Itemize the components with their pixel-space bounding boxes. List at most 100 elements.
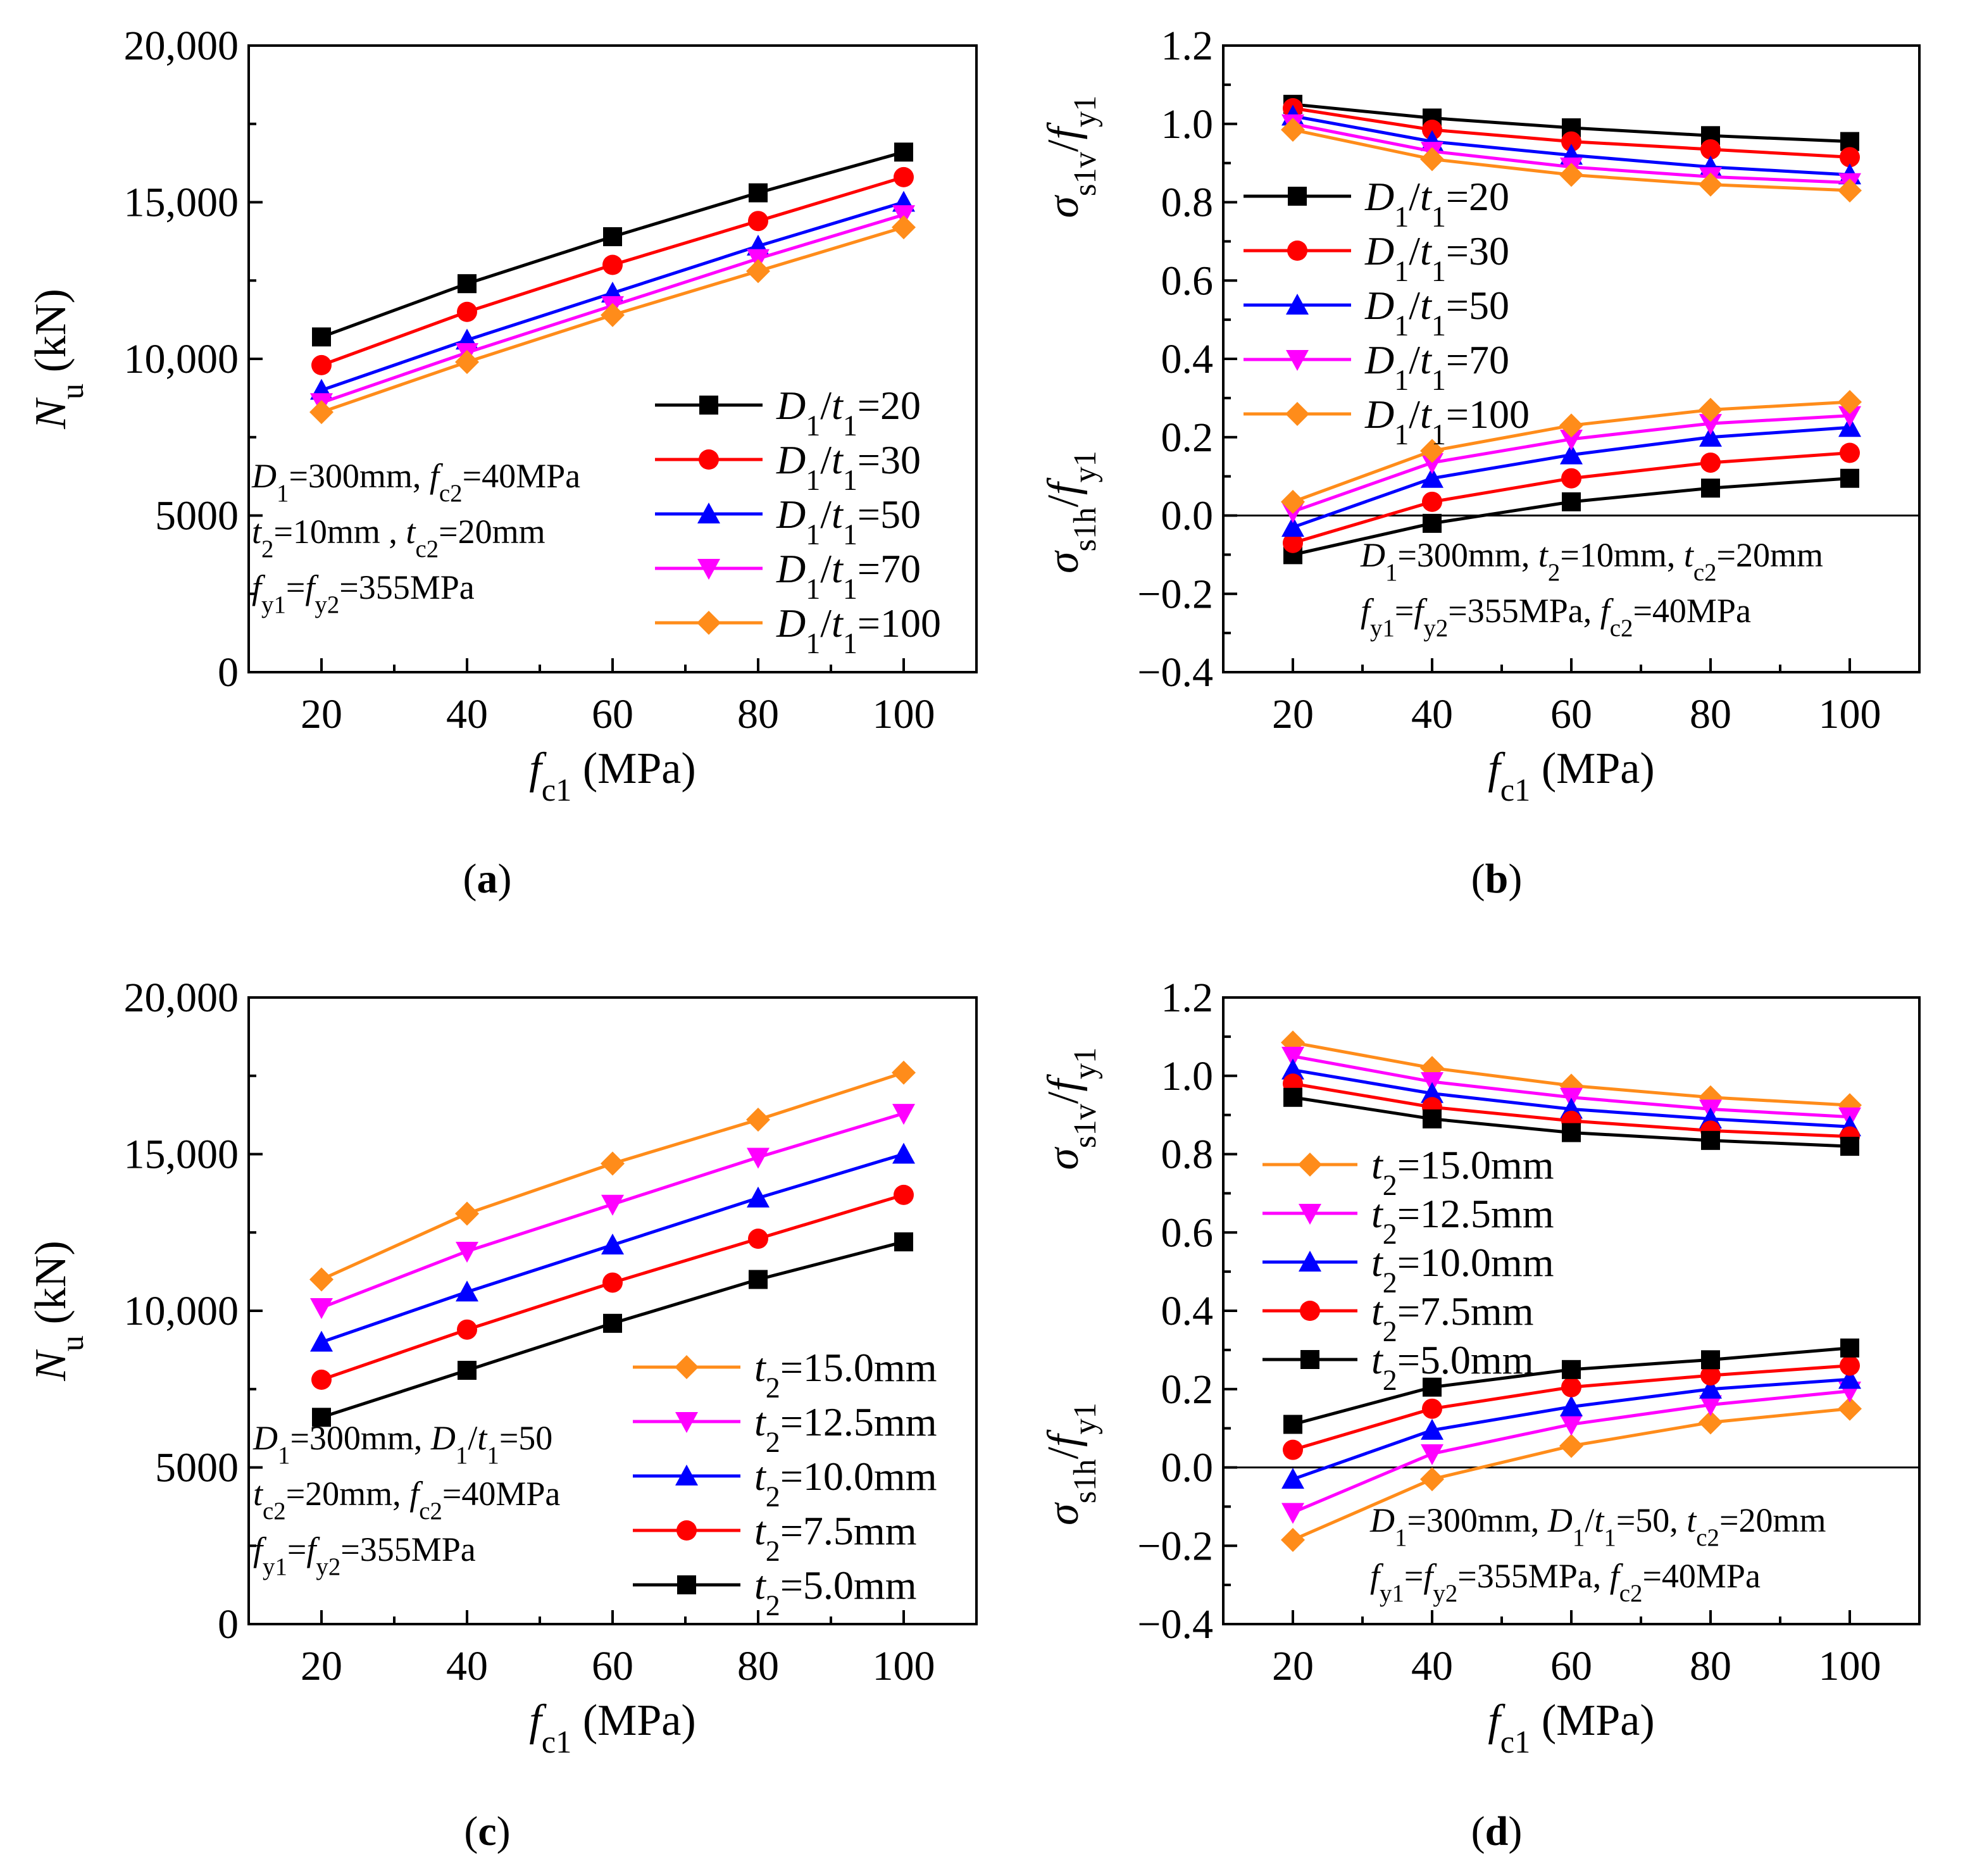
data-point [601,303,625,327]
data-point [312,327,331,347]
y-tick-label: −0.4 [1137,1601,1213,1648]
data-point [309,1267,334,1292]
series-0 [312,142,913,347]
data-point [1560,1415,1583,1436]
y-tick-label: 15,000 [124,180,239,226]
x-tick-label: 60 [1550,1643,1592,1689]
legend-marker [675,1355,699,1379]
data-point [310,1298,333,1320]
x-axis-label: fc1 (MPa) [1488,744,1654,808]
data-point [1840,468,1859,488]
data-point [892,1104,915,1125]
legend-marker [697,611,721,635]
x-tick-label: 80 [1690,691,1731,737]
data-point [1700,1365,1721,1386]
panel-label: (a) [463,856,512,902]
annotation-text: fy1=fy2=355MPa [252,568,475,618]
y-tick-label: 0.2 [1161,415,1214,461]
legend-marker [1299,1204,1321,1225]
series-1 [1283,98,1860,553]
series-2 [310,191,915,400]
panel-label: (d) [1471,1808,1523,1854]
series-1 [310,1104,915,1320]
y-tick-label: 5000 [155,1445,239,1491]
legend-label: D1/t1=30 [776,437,921,496]
data-point [747,1186,770,1208]
y-tick-label: 0.6 [1161,258,1214,304]
data-point [1560,443,1583,465]
y-tick-label: 20,000 [124,23,239,69]
data-point [310,1330,333,1352]
data-point [1560,429,1583,451]
data-point [1699,397,1723,422]
legend-marker [1300,1350,1319,1369]
data-point [746,1108,770,1132]
data-point [601,1234,624,1255]
y-tick-label: 0.2 [1161,1366,1214,1413]
y-tick-label: 0.6 [1161,1210,1214,1256]
series-2 [310,1142,915,1352]
y-tick-label: −0.2 [1137,1523,1213,1569]
x-tick-label: 20 [1272,1643,1314,1689]
y-tick-label: 0 [218,649,239,696]
y-tick-label: 0.4 [1161,1288,1214,1334]
x-tick-label: 60 [592,691,633,737]
legend-label: t2=7.5mm [754,1508,916,1567]
x-tick-label: 60 [1550,691,1592,737]
x-tick-label: 80 [1690,1643,1731,1689]
data-point [894,1184,914,1205]
data-point [1838,1396,1862,1421]
chart-panel-c: 20 40 60 80 100 0 5000 10,000 15,000 20,000 fc1 (M… [27,975,978,1854]
y-axis-label-lower: σs1h/fy1 [1039,1403,1102,1525]
legend-marker [676,1520,697,1541]
data-point [894,1232,913,1252]
data-point [603,227,622,246]
data-point [1559,163,1583,187]
data-point [749,1270,768,1289]
legend-marker [677,1575,696,1594]
y-tick-label: 0.4 [1161,336,1214,382]
data-point [1421,453,1443,474]
legend-marker [1288,187,1307,206]
data-point [749,183,768,203]
y-tick-label: 10,000 [124,336,239,382]
legend-marker [1286,350,1309,371]
annotation-text: D1=300mm, D1/t1=50, tc2=20mm [1369,1501,1826,1551]
data-point [894,166,914,187]
data-point [1421,1418,1443,1440]
legend-label: D1/t1=20 [1364,174,1509,233]
legend-label: D1/t1=20 [776,383,921,442]
data-point [1283,532,1303,553]
data-point [1423,1109,1442,1129]
legend-marker [1300,1301,1320,1321]
x-tick-label: 40 [446,691,488,737]
y-tick-label: 5000 [155,493,239,539]
data-point [746,259,770,284]
legend-label: t2=10.0mm [754,1454,937,1513]
y-tick-label: 0.8 [1161,180,1214,226]
legend-marker [675,1412,698,1433]
legend-label: t2=12.5mm [1371,1191,1554,1250]
series-4 [309,215,916,425]
data-point [748,1229,768,1249]
x-tick-label: 80 [737,1643,779,1689]
data-point [457,1319,477,1340]
chart-panel-b: 20 40 60 80 100 −0.4 −0.2 0.0 0.2 0.4 0.6 0.8 1.0 1.2… [1039,23,1921,902]
data-point [1699,1377,1722,1399]
data-point [602,254,623,275]
legend-label: D1/t1=70 [776,546,921,605]
legend-marker [675,1465,698,1485]
data-point [1421,1082,1443,1103]
series-4 [312,1232,913,1427]
data-point [1561,468,1581,489]
x-tick-label: 20 [1272,691,1314,737]
legend-label: t2=10.0mm [1371,1240,1554,1299]
data-point [1421,1444,1443,1465]
y-tick-label: 20,000 [124,975,239,1021]
series-3 [1283,1073,1860,1460]
x-axis-label: fc1 (MPa) [529,1696,695,1760]
y-tick-label: 10,000 [124,1288,239,1334]
data-point [1838,390,1862,415]
y-tick-label: 0.0 [1161,1445,1214,1491]
